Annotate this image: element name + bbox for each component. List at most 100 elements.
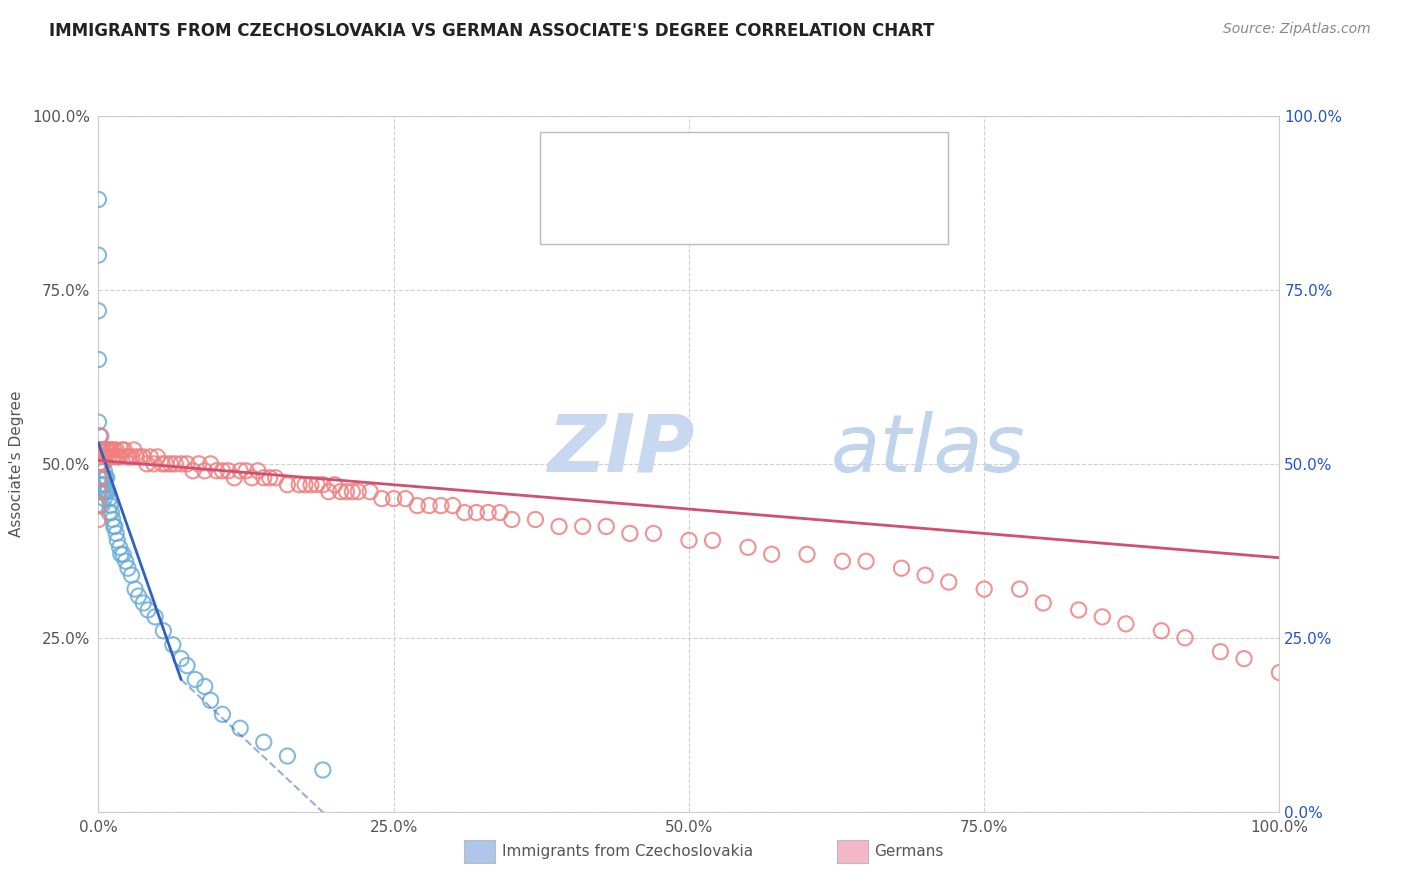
Point [128, 450, 150, 464]
Point [382, 491, 405, 506]
Text: -0.387: -0.387 [636, 154, 700, 172]
Point [299, 477, 322, 491]
Point [91, 457, 114, 471]
Point [200, 693, 222, 707]
Point [124, 582, 146, 596]
Point [571, 519, 593, 533]
Point [406, 499, 429, 513]
Point [91, 442, 114, 457]
Point [117, 561, 139, 575]
Point [100, 442, 122, 457]
Point [394, 491, 416, 506]
Point [229, 464, 252, 478]
Point [93, 477, 115, 491]
Point [87, 248, 110, 262]
Point [91, 499, 114, 513]
Text: atlas: atlas [831, 411, 1025, 489]
Point [276, 477, 298, 491]
Point [1067, 603, 1090, 617]
Point [1032, 596, 1054, 610]
Point [235, 464, 257, 478]
Point [152, 624, 174, 638]
Point [702, 533, 724, 548]
Point [89, 429, 111, 443]
Point [103, 519, 125, 533]
Point [87, 499, 110, 513]
Point [1115, 616, 1137, 631]
Point [205, 464, 228, 478]
Point [91, 484, 114, 499]
Point [155, 457, 177, 471]
Point [98, 499, 121, 513]
Point [111, 442, 134, 457]
Point [90, 429, 112, 443]
Point [125, 450, 148, 464]
Point [312, 477, 335, 491]
Point [146, 450, 169, 464]
Point [288, 477, 311, 491]
Point [643, 526, 665, 541]
Point [90, 457, 112, 471]
Point [170, 651, 193, 665]
Point [211, 707, 233, 722]
Point [737, 541, 759, 555]
Text: 67: 67 [744, 154, 769, 172]
Point [181, 464, 204, 478]
Point [890, 561, 912, 575]
Point [98, 450, 121, 464]
Text: N =: N = [709, 154, 749, 172]
Point [105, 526, 128, 541]
Point [135, 457, 157, 471]
Point [87, 471, 110, 485]
Point [128, 589, 150, 603]
Point [253, 471, 276, 485]
Point [159, 457, 181, 471]
Point [1150, 624, 1173, 638]
Point [89, 471, 111, 485]
Point [115, 450, 138, 464]
Point [914, 568, 936, 582]
Point [253, 735, 276, 749]
Point [91, 442, 114, 457]
Text: Source: ZipAtlas.com: Source: ZipAtlas.com [1223, 22, 1371, 37]
Point [224, 471, 246, 485]
Point [98, 491, 121, 506]
Point [112, 547, 135, 561]
Point [93, 450, 115, 464]
Text: R =: R = [600, 201, 640, 219]
Point [342, 484, 364, 499]
Point [105, 533, 128, 548]
Point [91, 471, 114, 485]
Point [91, 457, 114, 471]
Point [211, 464, 233, 478]
Point [524, 512, 547, 526]
Point [108, 450, 131, 464]
Point [430, 499, 453, 513]
Point [489, 506, 512, 520]
Point [143, 610, 166, 624]
Point [194, 680, 217, 694]
Point [100, 506, 122, 520]
Point [187, 457, 209, 471]
Point [121, 450, 143, 464]
Point [87, 193, 110, 207]
Point [97, 442, 120, 457]
Point [371, 491, 394, 506]
Point [1268, 665, 1291, 680]
Point [87, 484, 110, 499]
Point [91, 484, 114, 499]
Point [89, 442, 111, 457]
Point [96, 442, 118, 457]
Point [184, 673, 207, 687]
Point [87, 457, 110, 471]
Point [240, 471, 263, 485]
Text: R =: R = [600, 154, 640, 172]
Point [105, 442, 128, 457]
Point [305, 477, 328, 491]
Point [294, 477, 316, 491]
Point [93, 464, 115, 478]
Point [132, 596, 155, 610]
Text: -0.357: -0.357 [636, 201, 700, 219]
Point [761, 547, 783, 561]
Point [136, 603, 159, 617]
